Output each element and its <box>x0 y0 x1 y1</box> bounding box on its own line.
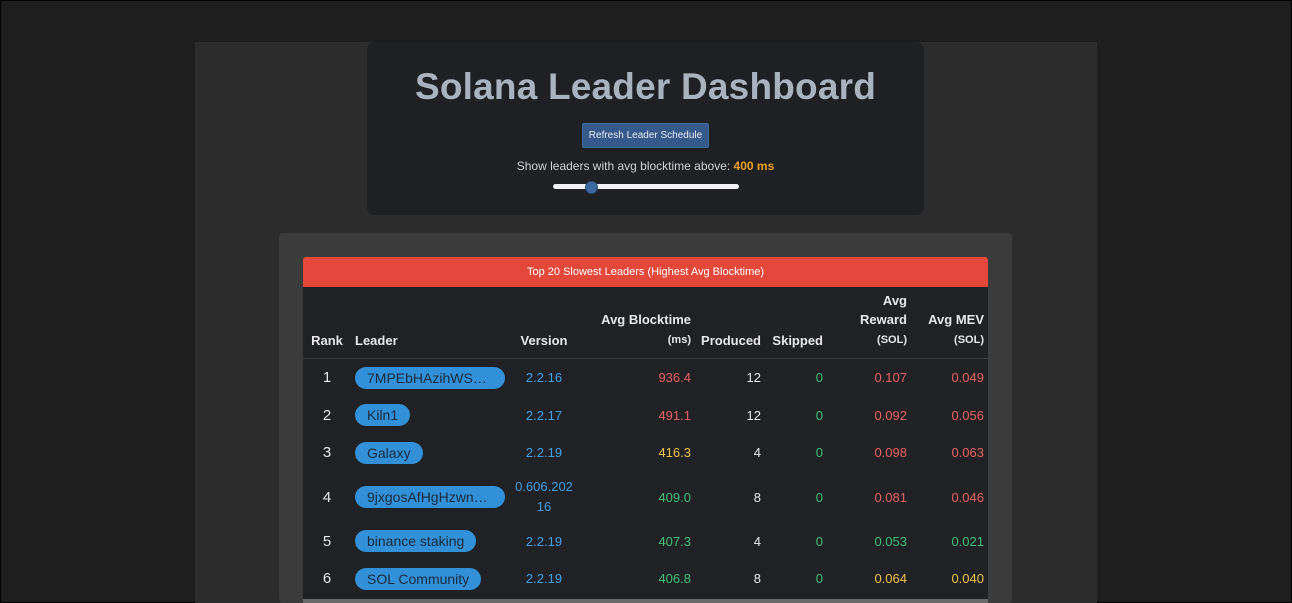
col-avg-reward-label-2: Reward <box>860 312 907 327</box>
version-cell: 2.2.16 <box>525 370 563 386</box>
mev-cell: 0.049 <box>951 370 984 386</box>
skipped-cell: 0 <box>815 370 823 386</box>
leader-cell: 9jxgosAfHgHzwnxs... <box>351 472 509 523</box>
leader-pill[interactable]: SOL Community <box>355 567 482 590</box>
leader-cell: binance staking <box>351 523 509 561</box>
reward-cell: 0.092 <box>874 407 907 423</box>
produced-cell: 4 <box>753 533 761 549</box>
rank-cell: 3 <box>322 444 332 462</box>
table-header-row: Rank Leader Version Avg Blocktime (ms) P… <box>303 287 988 359</box>
slider-thumb[interactable] <box>585 181 599 194</box>
skipped-cell: 0 <box>815 489 823 505</box>
col-avg-blocktime-unit: (ms) <box>667 334 691 346</box>
rank-cell: 5 <box>322 532 332 550</box>
leader-pill[interactable]: Kiln1 <box>355 404 411 427</box>
filter-value: 400 ms <box>733 159 775 173</box>
produced-cell: 12 <box>746 370 761 386</box>
table-row: 6 SOL Community 2.2.19 406.8 8 0 0.064 0… <box>303 560 988 598</box>
rank-cell: 4 <box>322 488 332 506</box>
col-avg-reward[interactable]: Avg Reward (SOL) <box>827 287 911 359</box>
skipped-cell: 0 <box>815 533 823 549</box>
version-cell: 2.2.19 <box>525 571 563 587</box>
reward-cell: 0.081 <box>874 489 907 505</box>
mev-cell: 0.063 <box>951 445 984 461</box>
mev-cell: 0.056 <box>951 407 984 423</box>
blocktime-cell: 406.8 <box>658 571 691 587</box>
blocktime-slider[interactable] <box>552 181 739 194</box>
col-avg-reward-unit: (SOL) <box>877 334 907 346</box>
refresh-leader-schedule-button[interactable]: Refresh Leader Schedule <box>581 123 710 148</box>
col-avg-blocktime-label: Avg Blocktime <box>601 312 691 327</box>
leader-cell: Galaxy <box>351 434 509 472</box>
blocktime-cell: 407.3 <box>658 533 691 549</box>
leader-cell: SOL Community <box>351 560 509 598</box>
table-row: 5 binance staking 2.2.19 407.3 4 0 0.053… <box>303 523 988 561</box>
reward-cell: 0.064 <box>874 571 907 587</box>
table-row: 2 Kiln1 2.2.17 491.1 12 0 0.092 0.056 <box>303 397 988 435</box>
blocktime-cell: 409.0 <box>658 489 691 505</box>
col-skipped[interactable]: Skipped <box>765 287 827 359</box>
table-banner: Top 20 Slowest Leaders (Highest Avg Bloc… <box>303 257 988 287</box>
produced-cell: 4 <box>753 445 761 461</box>
col-avg-mev-unit: (SOL) <box>954 334 984 346</box>
col-avg-mev[interactable]: Avg MEV (SOL) <box>911 287 988 359</box>
version-cell: 2.2.19 <box>525 533 563 549</box>
col-version[interactable]: Version <box>509 287 579 359</box>
header-card: Solana Leader Dashboard Refresh Leader S… <box>367 42 924 215</box>
filter-label-text: Show leaders with avg blocktime above: <box>516 159 731 173</box>
skipped-cell: 0 <box>815 571 823 587</box>
blocktime-cell: 491.1 <box>658 407 691 423</box>
table-row: 3 Galaxy 2.2.19 416.3 4 0 0.098 0.063 <box>303 434 988 472</box>
rank-cell: 1 <box>322 369 332 387</box>
mev-cell: 0.046 <box>951 489 984 505</box>
page-title: Solana Leader Dashboard <box>414 66 877 107</box>
produced-cell: 12 <box>746 407 761 423</box>
mev-cell: 0.021 <box>951 533 984 549</box>
leader-pill[interactable]: Galaxy <box>355 441 423 464</box>
table-row: 1 7MPEbHAzihWSC... 2.2.16 936.4 12 0 0.1… <box>303 359 988 397</box>
rank-cell: 2 <box>322 406 332 424</box>
leader-cell: 7MPEbHAzihWSC... <box>351 359 509 397</box>
produced-cell: 8 <box>753 489 761 505</box>
skipped-cell: 0 <box>815 445 823 461</box>
version-cell: 2.2.17 <box>525 407 563 423</box>
col-produced[interactable]: Produced <box>695 287 765 359</box>
version-cell: 0.606.20216 <box>515 479 573 514</box>
blocktime-filter-label: Show leaders with avg blocktime above: 4… <box>367 159 924 173</box>
reward-cell: 0.107 <box>874 370 907 386</box>
col-avg-reward-label-1: Avg <box>882 293 907 308</box>
produced-cell: 8 <box>753 571 761 587</box>
table-row: 4 9jxgosAfHgHzwnxs... 0.606.20216 409.0 … <box>303 472 988 523</box>
reward-cell: 0.098 <box>874 445 907 461</box>
leader-cell: Kiln1 <box>351 397 509 435</box>
leaders-table: Rank Leader Version Avg Blocktime (ms) P… <box>303 287 988 603</box>
leader-pill[interactable]: binance staking <box>355 530 477 553</box>
horizontal-scrollbar[interactable] <box>303 599 988 603</box>
leader-pill[interactable]: 7MPEbHAzihWSC... <box>355 366 505 389</box>
skipped-cell: 0 <box>815 407 823 423</box>
leader-pill[interactable]: 9jxgosAfHgHzwnxs... <box>355 486 505 508</box>
blocktime-cell: 936.4 <box>658 370 691 386</box>
col-rank[interactable]: Rank <box>303 287 351 359</box>
reward-cell: 0.053 <box>874 533 907 549</box>
blocktime-cell: 416.3 <box>658 445 691 461</box>
col-leader[interactable]: Leader <box>351 287 509 359</box>
col-avg-blocktime[interactable]: Avg Blocktime (ms) <box>579 287 695 359</box>
mev-cell: 0.040 <box>951 571 984 587</box>
version-cell: 2.2.19 <box>525 445 563 461</box>
rank-cell: 6 <box>322 570 332 588</box>
col-avg-mev-label: Avg MEV <box>928 312 984 327</box>
